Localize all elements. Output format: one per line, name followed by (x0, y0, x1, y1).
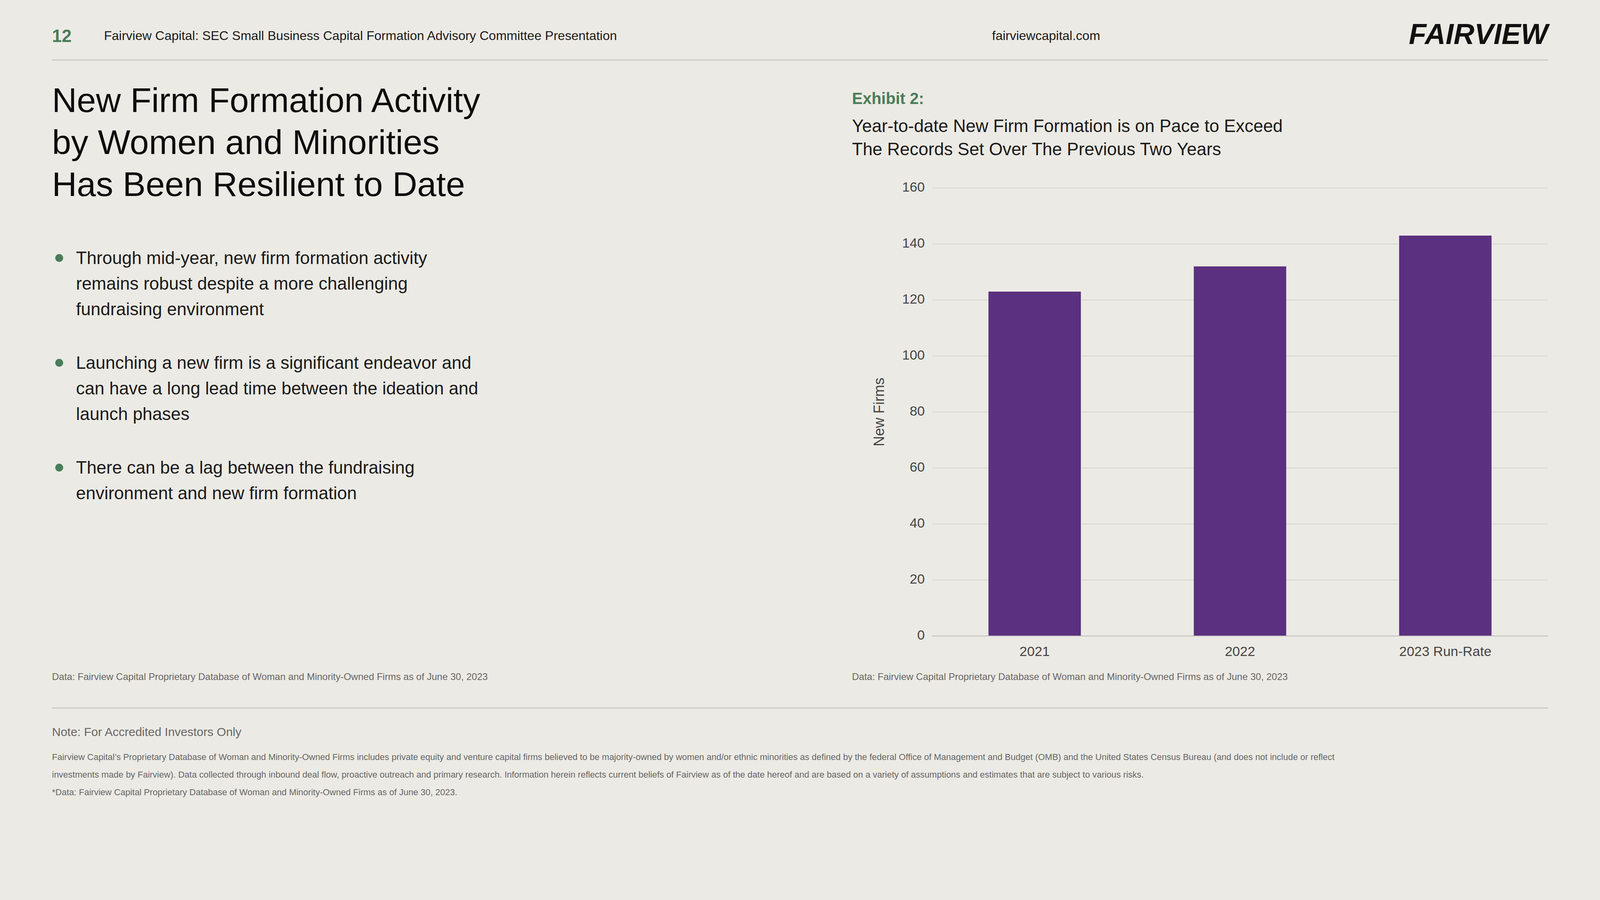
footer-note: Note: For Accredited Investors Only (52, 725, 242, 739)
y-tick-label: 160 (902, 179, 925, 195)
bullet-dot (55, 358, 64, 367)
bullet-text: There can be a lag between the fundraisi… (76, 457, 415, 478)
bars (988, 235, 1492, 636)
footer-line: Fairview Capital’s Proprietary Database … (52, 752, 1335, 762)
grid-line (932, 187, 1548, 189)
bullet-text: launch phases (76, 404, 190, 424)
footer-line: investments made by Fairview). Data coll… (52, 769, 1144, 780)
header-right: fairviewcapital.com (992, 28, 1100, 43)
slide-title: by Women and Minorities (52, 122, 440, 162)
bullet-text: Through mid-year, new firm formation act… (76, 248, 428, 268)
page-number: 12 (52, 26, 72, 46)
x-tick-label: 2023 Run-Rate (1399, 643, 1492, 659)
x-tick-label: 2021 (1019, 643, 1050, 659)
y-tick-label: 120 (902, 291, 925, 307)
data-source: Data: Fairview Capital Proprietary Datab… (52, 671, 488, 682)
y-tick-label: 0 (917, 627, 925, 643)
bullet-text: fundraising environment (76, 299, 264, 319)
bullet-text: environment and new firm formation (76, 483, 357, 503)
chart-title: Year-to-date New Firm Formation is on Pa… (852, 116, 1283, 136)
y-tick-label: 100 (902, 347, 925, 363)
background (0, 0, 1600, 900)
y-tick-label: 40 (909, 515, 925, 531)
bar (1194, 266, 1287, 636)
y-tick-label: 140 (902, 235, 925, 251)
bullet-dot (55, 463, 64, 472)
chart: 0 20 40 60 80 100 120 140 160 New Firms 2021 2022 20… (870, 179, 1548, 659)
bullet-text: Launching a new firm is a significant en… (76, 352, 472, 373)
x-tick-label: 2022 (1224, 643, 1256, 659)
slide-title: Has Been Resilient to Date (52, 164, 466, 204)
logo: FAIRVIEW (1408, 18, 1551, 50)
header-text: Fairview Capital: SEC Small Business Cap… (104, 28, 617, 43)
data-source: Data: Fairview Capital Proprietary Datab… (852, 671, 1288, 682)
footer-line: *Data: Fairview Capital Proprietary Data… (52, 787, 458, 798)
y-tick-label: 20 (909, 571, 925, 587)
bar (1399, 235, 1492, 636)
bullet-text: remains robust despite a more challengin… (76, 273, 408, 294)
bullet-text: can have a long lead time between the id… (76, 378, 478, 398)
y-axis-label: New Firms (870, 377, 888, 447)
header-divider (52, 59, 1548, 61)
bullet-dot (55, 254, 64, 262)
slide-title: New Firm Formation Activity (52, 80, 480, 120)
slide: 12 Fairview Capital: SEC Small Business C… (0, 0, 1600, 900)
footer-divider (52, 707, 1548, 709)
exhibit-label: Exhibit 2: (852, 89, 924, 108)
grid-line (932, 635, 1548, 637)
y-tick-label: 60 (909, 459, 925, 475)
bar (988, 291, 1081, 636)
chart-title: The Records Set Over The Previous Two Ye… (852, 139, 1222, 159)
x-axis (932, 635, 1548, 637)
y-tick-label: 80 (909, 403, 925, 419)
